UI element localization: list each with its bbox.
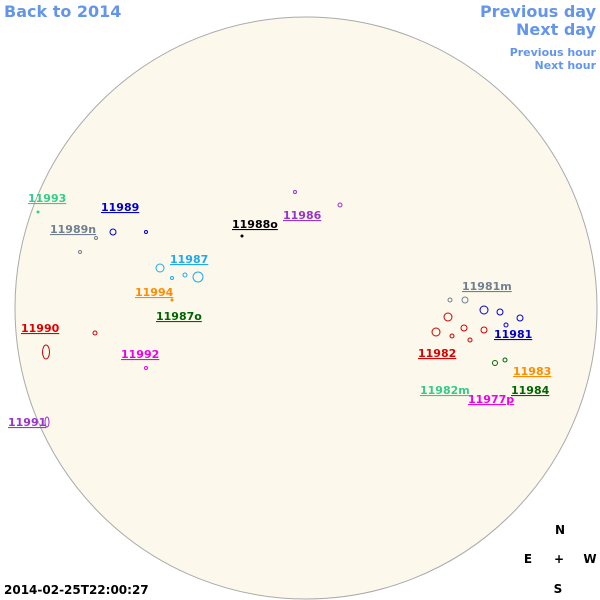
region-label[interactable]: 11994: [135, 286, 174, 299]
next-day-link[interactable]: Next day: [516, 20, 597, 39]
region-label[interactable]: 11984: [511, 384, 550, 397]
back-link[interactable]: Back to 2014: [4, 2, 121, 21]
region-label[interactable]: 11990: [21, 322, 60, 335]
region-label[interactable]: 11983: [513, 365, 551, 378]
region-label[interactable]: 11981m: [462, 280, 512, 293]
next-hour-link[interactable]: Next hour: [535, 59, 597, 72]
region-label[interactable]: 11989n: [50, 223, 96, 236]
compass-south: S: [554, 582, 563, 596]
region-label[interactable]: 11992: [121, 348, 159, 361]
region-label[interactable]: 11987o: [156, 310, 202, 323]
compass-east: E: [524, 552, 532, 566]
region-label[interactable]: 11987: [170, 253, 208, 266]
region-label[interactable]: 11993: [28, 192, 66, 205]
region-label[interactable]: 11986: [283, 209, 322, 222]
region-label[interactable]: 11977p: [468, 393, 514, 406]
region-label[interactable]: 11989: [101, 201, 139, 214]
previous-hour-link[interactable]: Previous hour: [510, 46, 597, 59]
compass-center: +: [554, 552, 564, 566]
timestamp: 2014-02-25T22:00:27: [4, 583, 149, 597]
region-label[interactable]: 11988o: [232, 218, 278, 231]
compass-north: N: [555, 523, 565, 537]
region-label[interactable]: 11982: [418, 347, 456, 360]
sunspots: [36, 190, 524, 428]
region-label[interactable]: 11981: [494, 328, 532, 341]
solar-disk: [14, 16, 598, 600]
region-label[interactable]: 11982m: [420, 384, 470, 397]
region-label[interactable]: 11991: [8, 416, 46, 429]
region-labels: 11993 11989 11989n 11988o 11986 11987 11994 119…: [8, 192, 551, 429]
previous-day-link[interactable]: Previous day: [480, 2, 597, 21]
compass-west: W: [583, 552, 596, 566]
